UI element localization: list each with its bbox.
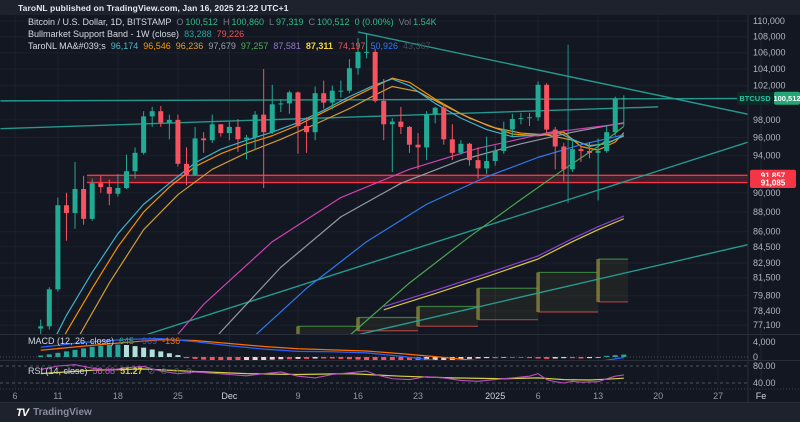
bsb-values: 83,288 79,226 [184, 29, 244, 40]
axis-label[interactable]: 77,100 [753, 320, 781, 330]
macd-legend-row[interactable]: MACD (12, 26, close) 645 -909 -136 [28, 336, 180, 347]
volume-label: Vol [398, 17, 412, 27]
legend-value[interactable]: 87,581 [273, 41, 301, 51]
axis-label[interactable]: Fe [756, 391, 767, 401]
high-label: H [222, 17, 230, 27]
axis-label[interactable]: 110,000 [753, 16, 785, 26]
axis-label[interactable]: 25 [173, 391, 183, 401]
legend-value[interactable]: 79,226 [216, 29, 245, 39]
close-value: 100,512 [317, 17, 350, 27]
legend-value[interactable]: 43,367 [403, 41, 431, 51]
axis-label[interactable]: 18 [113, 391, 123, 401]
axis-label[interactable]: 27 [713, 391, 723, 401]
legend-value[interactable]: 97,257 [240, 41, 269, 51]
legend-value[interactable]: 97,679 [208, 41, 236, 51]
rsi-values: 58.88 51.27 [93, 366, 143, 377]
axis-label[interactable]: 6 [12, 391, 17, 401]
legend-value[interactable]: 83,288 [184, 29, 212, 39]
axis-label[interactable]: 91,857 [761, 171, 786, 180]
axis-label[interactable]: 79,800 [753, 291, 781, 301]
legend-value[interactable]: 96,236 [175, 41, 204, 51]
legend-value[interactable]: 96,174 [110, 41, 139, 51]
axis-label[interactable]: 106,000 [753, 48, 786, 58]
axis-label[interactable]: 94,000 [753, 151, 781, 161]
symbol-title[interactable]: Bitcoin / U.S. Dollar, 1D, BITSTAMP [28, 17, 172, 27]
axis-label[interactable]: BTCUSD [739, 94, 771, 103]
axis-label[interactable]: 100,512 [773, 94, 800, 103]
axis-label[interactable]: 84,500 [753, 242, 781, 252]
legend-value[interactable]: 74,197 [337, 41, 366, 51]
axis-label[interactable]: 98,000 [753, 115, 781, 125]
level-badge [750, 177, 796, 189]
axis-label[interactable]: 20 [653, 391, 663, 401]
ma-legend-row[interactable]: TaroNL MA&#039;s 96,174 96,546 96,236 97,67… [28, 41, 431, 52]
legend-value[interactable]: 58.88 [92, 366, 116, 376]
axis-label[interactable]: 91,085 [761, 179, 786, 188]
macd-title[interactable]: MACD (12, 26, close) [28, 336, 115, 346]
legend-value[interactable]: 50,926 [370, 41, 398, 51]
axis-label[interactable]: 81,500 [753, 273, 781, 283]
rsi-legend-row[interactable]: RSI (14, close) 58.88 51.27 ⊘ ⊘ ⊘ ⊘ [28, 366, 193, 377]
axis-label[interactable]: 9 [295, 391, 300, 401]
axis-label[interactable]: 88,000 [753, 207, 781, 217]
ma-title[interactable]: TaroNL MA&#039;s [28, 41, 106, 51]
open-label: O [176, 17, 184, 27]
rsi-title[interactable]: RSI (14, close) [28, 366, 88, 376]
footer-bar: TV TradingView [0, 403, 800, 422]
attribution-text: TaroNL published on TradingView.com, Jan… [18, 2, 289, 13]
change-value: 0 (0.00%) [354, 17, 394, 27]
axis-label[interactable]: 96,000 [753, 133, 781, 143]
high-value: 100,860 [231, 17, 264, 27]
legend-value[interactable]: -136 [162, 336, 181, 346]
legend-value[interactable]: -909 [139, 336, 158, 346]
legend-value[interactable]: 51.27 [120, 366, 143, 376]
tradingview-logo-icon[interactable]: TV [16, 406, 29, 419]
axis-label[interactable]: 86,000 [753, 227, 781, 237]
disabled-indicator-icon[interactable]: ⊘ [147, 366, 156, 376]
axis-label[interactable]: 16 [353, 391, 363, 401]
axis-label[interactable]: 90,000 [753, 188, 781, 198]
axis-label[interactable]: 2025 [485, 391, 505, 401]
macd-values: 645 -909 -136 [119, 336, 180, 347]
axis-label[interactable]: 82,900 [753, 258, 781, 268]
low-value: 97,319 [276, 17, 304, 27]
axis-label[interactable]: 104,000 [753, 64, 786, 74]
tradingview-wordmark[interactable]: TradingView [33, 407, 92, 418]
axis-label[interactable]: 102,000 [753, 81, 786, 91]
legend-value[interactable]: 645 [119, 336, 135, 346]
axis-label[interactable]: 11 [53, 391, 62, 401]
disabled-indicator-icon[interactable]: ⊘ [185, 366, 193, 376]
close-label: C [308, 17, 316, 27]
legend-value[interactable]: 96,546 [143, 41, 171, 51]
symbol-badge [737, 91, 773, 105]
disabled-indicator-icon[interactable]: ⊘ [160, 366, 168, 376]
axis-label[interactable]: 6 [536, 391, 541, 401]
open-value: 100,512 [185, 17, 218, 27]
bsb-legend-row[interactable]: Bullmarket Support Band - 1W (close) 83,… [28, 29, 244, 40]
axis-label[interactable]: 13 [593, 391, 603, 401]
axis-label[interactable]: 108,000 [753, 32, 786, 42]
bsb-title[interactable]: Bullmarket Support Band - 1W (close) [28, 29, 180, 39]
axis-label[interactable]: 4,000 [753, 337, 776, 347]
legend-value[interactable]: 87,311 [305, 41, 333, 51]
last-price-badge [774, 91, 800, 105]
ma-values: 96,174 96,546 96,236 97,679 97,257 87,581 87,3… [111, 41, 431, 52]
axis-label[interactable]: 80.00 [753, 361, 776, 371]
axis-label[interactable]: 78,400 [753, 306, 781, 316]
axis-label[interactable]: 0 [753, 352, 758, 362]
attribution-bar: TaroNL published on TradingView.com, Jan… [0, 0, 800, 15]
axis-label[interactable]: Dec [221, 391, 238, 401]
rsi-disabled-icons: ⊘ ⊘ ⊘ ⊘ [148, 366, 193, 377]
low-label: L [268, 17, 274, 27]
volume-value: 1.54K [413, 17, 437, 27]
symbol-legend-row[interactable]: Bitcoin / U.S. Dollar, 1D, BITSTAMP O 10… [28, 17, 437, 28]
axis-label[interactable]: 23 [413, 391, 423, 401]
disabled-indicator-icon[interactable]: ⊘ [172, 366, 181, 376]
axis-label[interactable]: 40.00 [753, 378, 776, 388]
